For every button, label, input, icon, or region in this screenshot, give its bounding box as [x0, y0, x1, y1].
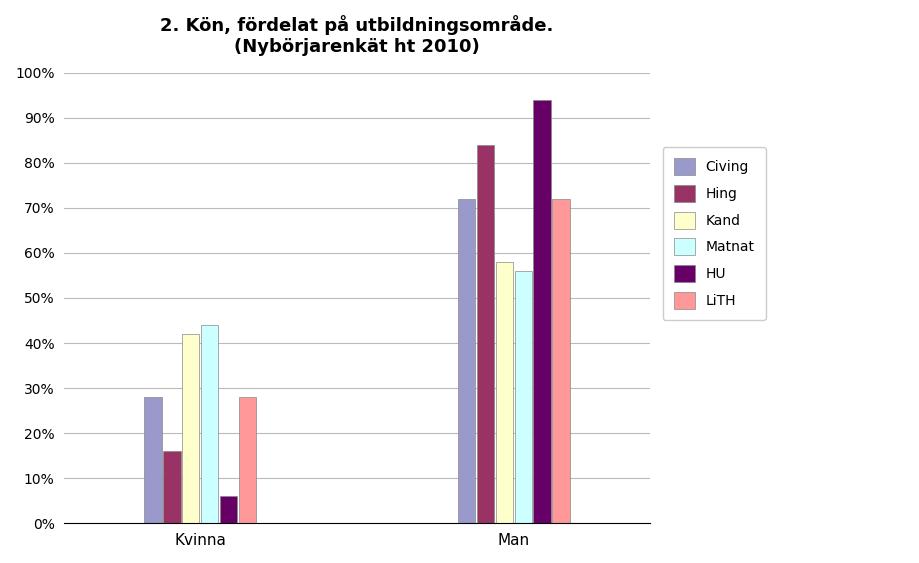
- Bar: [144, 397, 162, 523]
- Bar: [220, 496, 237, 523]
- Title: 2. Kön, fördelat på utbildningsområde.
(Nybörjarenkät ht 2010): 2. Kön, fördelat på utbildningsområde. (…: [160, 15, 553, 56]
- Bar: [533, 100, 550, 523]
- Bar: [476, 145, 494, 523]
- Bar: [514, 271, 531, 523]
- Bar: [182, 334, 199, 523]
- Bar: [238, 397, 255, 523]
- Legend: Civing, Hing, Kand, Matnat, HU, LiTH: Civing, Hing, Kand, Matnat, HU, LiTH: [662, 147, 765, 320]
- Bar: [495, 262, 513, 523]
- Bar: [551, 199, 569, 523]
- Bar: [458, 199, 475, 523]
- Bar: [163, 451, 180, 523]
- Bar: [200, 325, 218, 523]
